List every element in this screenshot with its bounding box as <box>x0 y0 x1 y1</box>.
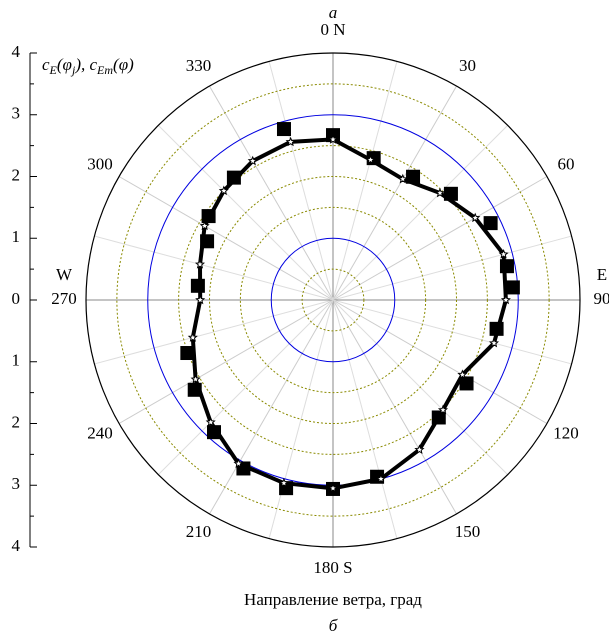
spoke <box>332 176 548 301</box>
r-axis-label-part: E <box>49 63 58 77</box>
r-axis-label: cE(φj), cEm(φ) <box>42 55 134 77</box>
square-marker <box>459 376 474 391</box>
r-tick-label: 3 <box>12 104 21 123</box>
star-marker <box>285 136 296 147</box>
star-marker <box>498 249 509 259</box>
star-marker <box>375 473 387 484</box>
star-marker <box>457 369 468 380</box>
r-axis-label-part: j <box>70 63 76 77</box>
minor-spoke <box>268 299 334 539</box>
minor-spoke <box>332 124 509 301</box>
angle-tick-label: 150 <box>455 522 481 541</box>
square-marker <box>505 280 520 295</box>
star-marker <box>397 173 408 184</box>
star-marker <box>205 417 216 427</box>
minor-spoke <box>94 299 334 365</box>
r-tick-label: 2 <box>12 165 21 184</box>
spoke <box>332 85 457 301</box>
square-marker <box>483 216 498 231</box>
r-axis-label-part: c <box>42 55 50 74</box>
compass-label: W <box>56 265 73 284</box>
r-tick-label: 3 <box>12 474 21 493</box>
star-marker <box>218 185 229 196</box>
star-marker <box>437 404 449 415</box>
minor-spoke <box>332 61 398 301</box>
angle-tick-label: 60 <box>557 154 574 173</box>
star-marker <box>190 373 201 384</box>
square-marker <box>180 346 195 361</box>
star-marker <box>414 444 425 455</box>
compass-label: E <box>597 265 607 284</box>
angle-tick-label: 0 N <box>320 20 345 39</box>
ring <box>239 206 427 394</box>
star-marker <box>470 212 481 223</box>
r-tick-label: 2 <box>12 412 21 431</box>
angle-tick-label: 240 <box>87 423 113 442</box>
star-marker <box>500 294 511 305</box>
spoke <box>118 299 334 424</box>
r-axis-label-part: (φ <box>57 55 72 74</box>
r-axis-label-part: Em <box>96 63 113 77</box>
angle-tick-label: 270 <box>51 289 77 308</box>
star-marker <box>327 483 339 493</box>
angle-tick-label: 330 <box>186 56 212 75</box>
r-tick-label: 4 <box>12 42 21 61</box>
star-marker <box>488 337 500 348</box>
star-marker <box>365 154 376 165</box>
ring <box>301 268 365 332</box>
r-tick-label: 0 <box>12 289 21 308</box>
r-tick-label: 4 <box>12 536 21 555</box>
star-marker <box>195 294 206 305</box>
angle-tick-label: 30 <box>459 56 476 75</box>
square-marker <box>190 278 205 293</box>
angle-tick-label: 300 <box>87 154 113 173</box>
r-tick-label: 1 <box>12 227 21 246</box>
outer-ring <box>85 52 581 548</box>
x-axis-label: Направление ветра, град <box>244 590 422 609</box>
angle-tick-label: 120 <box>553 423 579 442</box>
r-axis-label-part: (φ) <box>113 55 134 74</box>
angle-tick-label: 210 <box>186 522 212 541</box>
r-tick-label: 1 <box>12 351 21 370</box>
star-marker <box>278 477 289 488</box>
minor-spoke <box>332 235 572 301</box>
ring <box>178 145 488 455</box>
chart-title: а <box>329 3 338 22</box>
ring <box>209 176 457 424</box>
angle-tick-label: 90 <box>594 289 609 308</box>
spoke <box>209 299 334 515</box>
angle-tick-label: 180 S <box>313 558 352 577</box>
star-marker <box>327 134 339 144</box>
star-marker <box>187 332 198 342</box>
star-marker <box>194 259 206 269</box>
star-marker <box>247 155 258 166</box>
square-marker <box>276 122 291 137</box>
minor-spoke <box>157 299 334 476</box>
star-marker <box>233 458 244 468</box>
star-marker <box>199 220 210 231</box>
r-axis-label-part: ), c <box>74 55 97 74</box>
star-marker <box>434 187 446 198</box>
ring <box>116 83 550 517</box>
ring <box>270 237 396 363</box>
chart-subtitle: б <box>329 616 338 635</box>
